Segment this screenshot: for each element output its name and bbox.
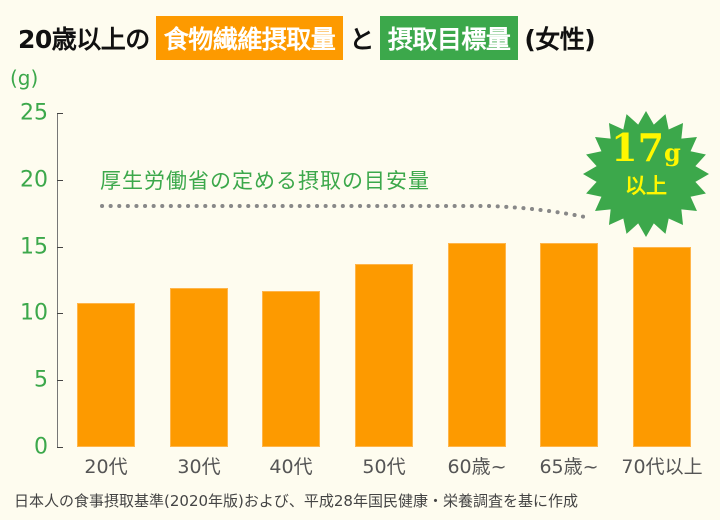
y-axis-line [57,113,58,447]
y-tick [57,246,63,248]
y-tick-label: 5 [34,367,48,393]
bar [355,263,413,447]
y-tick [57,380,63,382]
y-tick-label: 20 [20,167,48,193]
y-tick [57,447,63,448]
y-tick [57,113,63,114]
title-highlight-intake: 食物繊維摂取量 [155,16,344,60]
x-tick-label: 30代 [177,456,221,478]
bar [262,290,320,447]
y-tick [57,179,63,181]
source-note: 日本人の食事摂取基準(2020年版)および、平成28年国民健康・栄養調査を基に作… [14,492,578,510]
reference-label: 厚生労働省の定める摂取の目安量 [100,169,430,193]
y-tick [57,313,63,315]
title-suffix: (女性) [524,25,596,54]
bar [633,246,691,447]
y-tick-label: 15 [20,234,48,260]
badge-sub: 以上 [625,174,667,198]
bar [448,242,506,447]
title-highlight-target: 摂取目標量 [379,16,519,60]
bar [170,288,228,447]
x-tick-label: 50代 [362,456,406,478]
bar [77,302,135,447]
y-axis-unit: (g) [10,66,39,90]
x-tick-label: 65歳~ [539,456,599,478]
x-tick-label: 20代 [84,456,128,478]
y-tick-label: 0 [34,434,48,460]
title-connector: と [349,25,374,54]
chart-title: 20歳以上の 食物繊維摂取量 と 摂取目標量 (女性) [18,14,596,62]
x-tick-label: 60歳~ [447,456,507,478]
badge-unit: g [664,138,681,167]
x-tick-label: 40代 [269,456,313,478]
bar [540,242,598,447]
y-tick-label: 10 [20,300,48,326]
y-tick-label: 25 [20,100,48,126]
starburst-badge-icon [583,111,709,237]
x-tick-label: 70代以上 [621,456,703,478]
badge: 17g 以上 [582,128,710,199]
title-prefix: 20歳以上の [18,25,150,54]
badge-number: 17 [611,125,665,170]
